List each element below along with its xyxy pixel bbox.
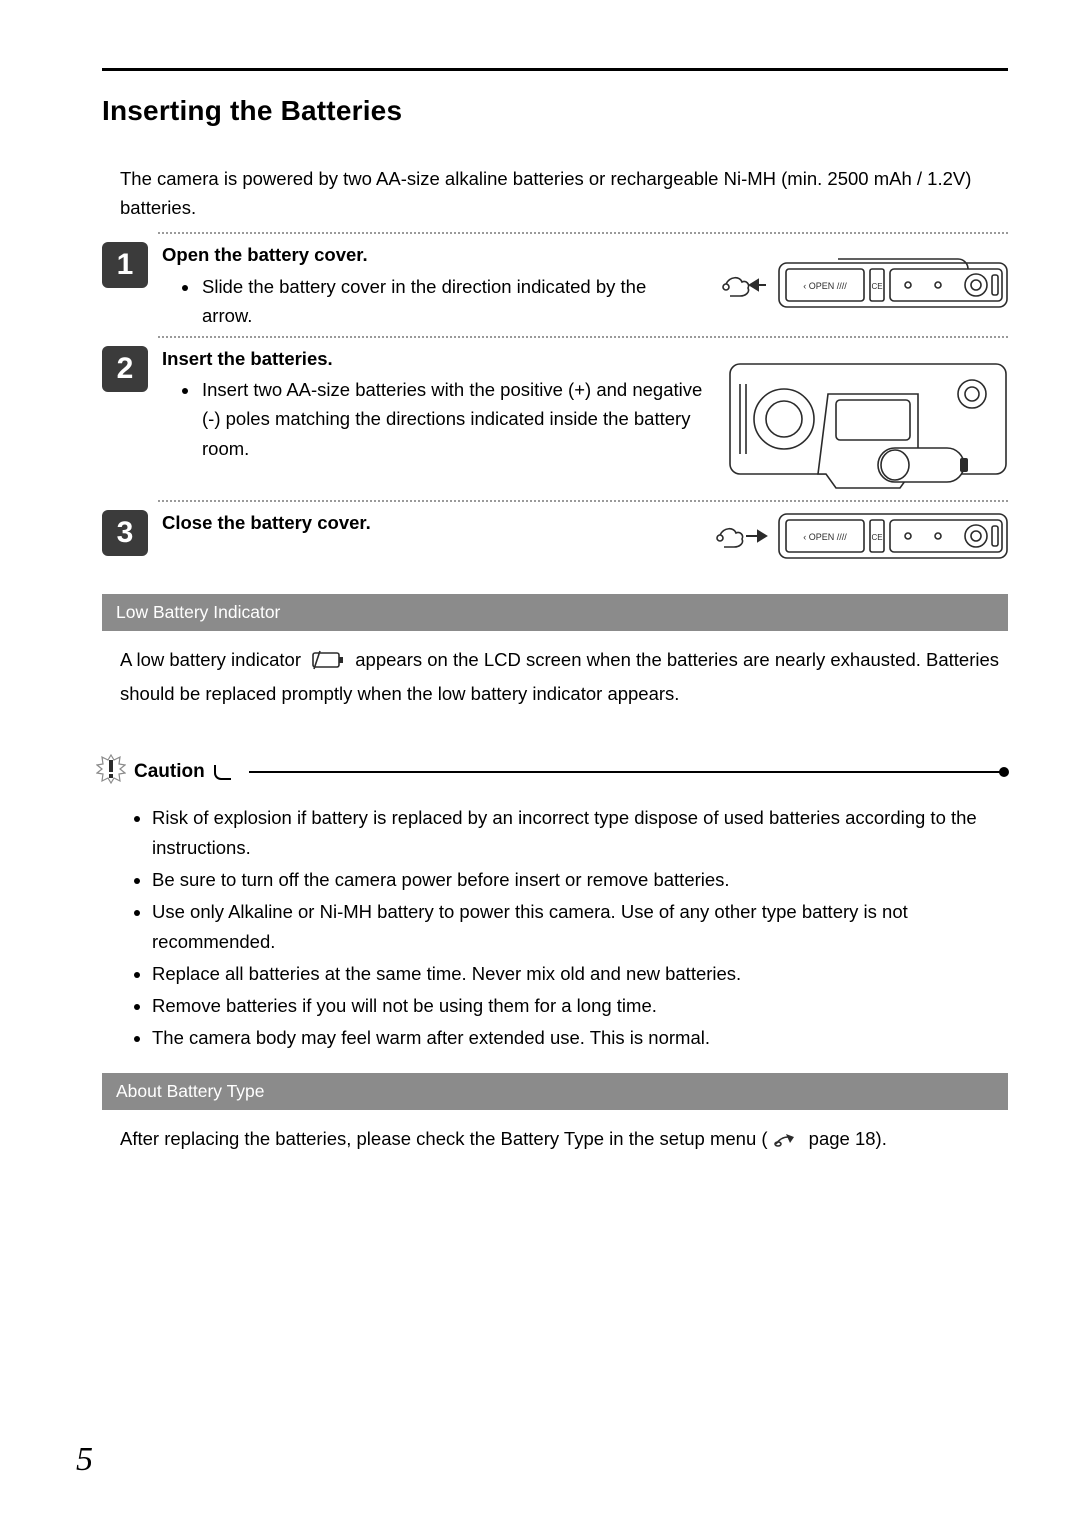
low-battery-icon: [310, 649, 346, 679]
page-title: Inserting the Batteries: [102, 95, 1008, 127]
camera-compartment-illustration: [728, 344, 1008, 494]
caution-hook-icon: [213, 763, 233, 781]
page-ref-icon: [772, 1128, 800, 1158]
caution-item-4: Replace all batteries at the same time. …: [152, 959, 1000, 989]
hand-arrow-right-icon: [712, 519, 768, 553]
about-battery-type-after: page 18).: [804, 1128, 887, 1149]
divider-2: [158, 336, 1008, 338]
caution-label: Caution: [134, 761, 205, 783]
intro-text: The camera is powered by two AA-size alk…: [120, 165, 1008, 222]
camera-top-illustration-2: ‹ OPEN //// CE: [778, 508, 1008, 564]
svg-text:CE: CE: [871, 533, 882, 542]
svg-text:CE: CE: [871, 282, 882, 291]
caution-list: Risk of explosion if battery is replaced…: [152, 803, 1000, 1053]
step-marker-3: 3: [102, 510, 148, 556]
divider-3: [158, 500, 1008, 502]
step-1: 1 Open the battery cover. Slide the batt…: [102, 240, 1008, 330]
low-battery-text: A low battery indicator appears on the L…: [120, 645, 1000, 708]
step-3-heading: Close the battery cover.: [162, 508, 698, 537]
caution-item-6: The camera body may feel warm after exte…: [152, 1023, 1000, 1053]
caution-item-5: Remove batteries if you will not be usin…: [152, 991, 1000, 1021]
step-marker-1: 1: [102, 242, 148, 288]
section-bar-low-battery: Low Battery Indicator: [102, 594, 1008, 631]
step-1-bullet-1: Slide the battery cover in the direction…: [200, 272, 698, 330]
step-2-bullet-1: Insert two AA-size batteries with the po…: [200, 375, 714, 463]
page-number: 5: [76, 1441, 93, 1479]
camera-top-illustration-1: ‹ OPEN //// CE: [778, 257, 1008, 313]
step-2-heading: Insert the batteries.: [162, 344, 714, 373]
svg-text:‹ OPEN ////: ‹ OPEN ////: [803, 281, 847, 291]
step-3-illustration: ‹ OPEN //// CE: [712, 508, 1008, 564]
caution-item-2: Be sure to turn off the camera power bef…: [152, 865, 1000, 895]
low-battery-text-before: A low battery indicator: [120, 649, 306, 670]
step-3: 3 Close the battery cover.: [102, 508, 1008, 564]
step-marker-2: 2: [102, 346, 148, 392]
section-bar-battery-type: About Battery Type: [102, 1073, 1008, 1110]
step-1-heading: Open the battery cover.: [162, 240, 698, 269]
about-battery-type-text: After replacing the batteries, please ch…: [120, 1124, 1000, 1158]
top-rule: [102, 68, 1008, 71]
svg-text:‹ OPEN ////: ‹ OPEN ////: [803, 532, 847, 542]
step-1-illustration: ‹ OPEN //// CE: [712, 240, 1008, 330]
step-2-illustration: [728, 344, 1008, 494]
caution-item-3: Use only Alkaline or Ni-MH battery to po…: [152, 897, 1000, 957]
about-battery-type-before: After replacing the batteries, please ch…: [120, 1128, 768, 1149]
step-2: 2 Insert the batteries. Insert two AA-si…: [102, 344, 1008, 494]
hand-arrow-left-icon: [712, 268, 768, 302]
caution-block: Caution Risk of explosion if battery is …: [96, 754, 1008, 1053]
divider-1: [158, 232, 1008, 234]
caution-rule: [249, 771, 1008, 773]
caution-item-1: Risk of explosion if battery is replaced…: [152, 803, 1000, 863]
caution-burst-icon: [96, 754, 126, 789]
